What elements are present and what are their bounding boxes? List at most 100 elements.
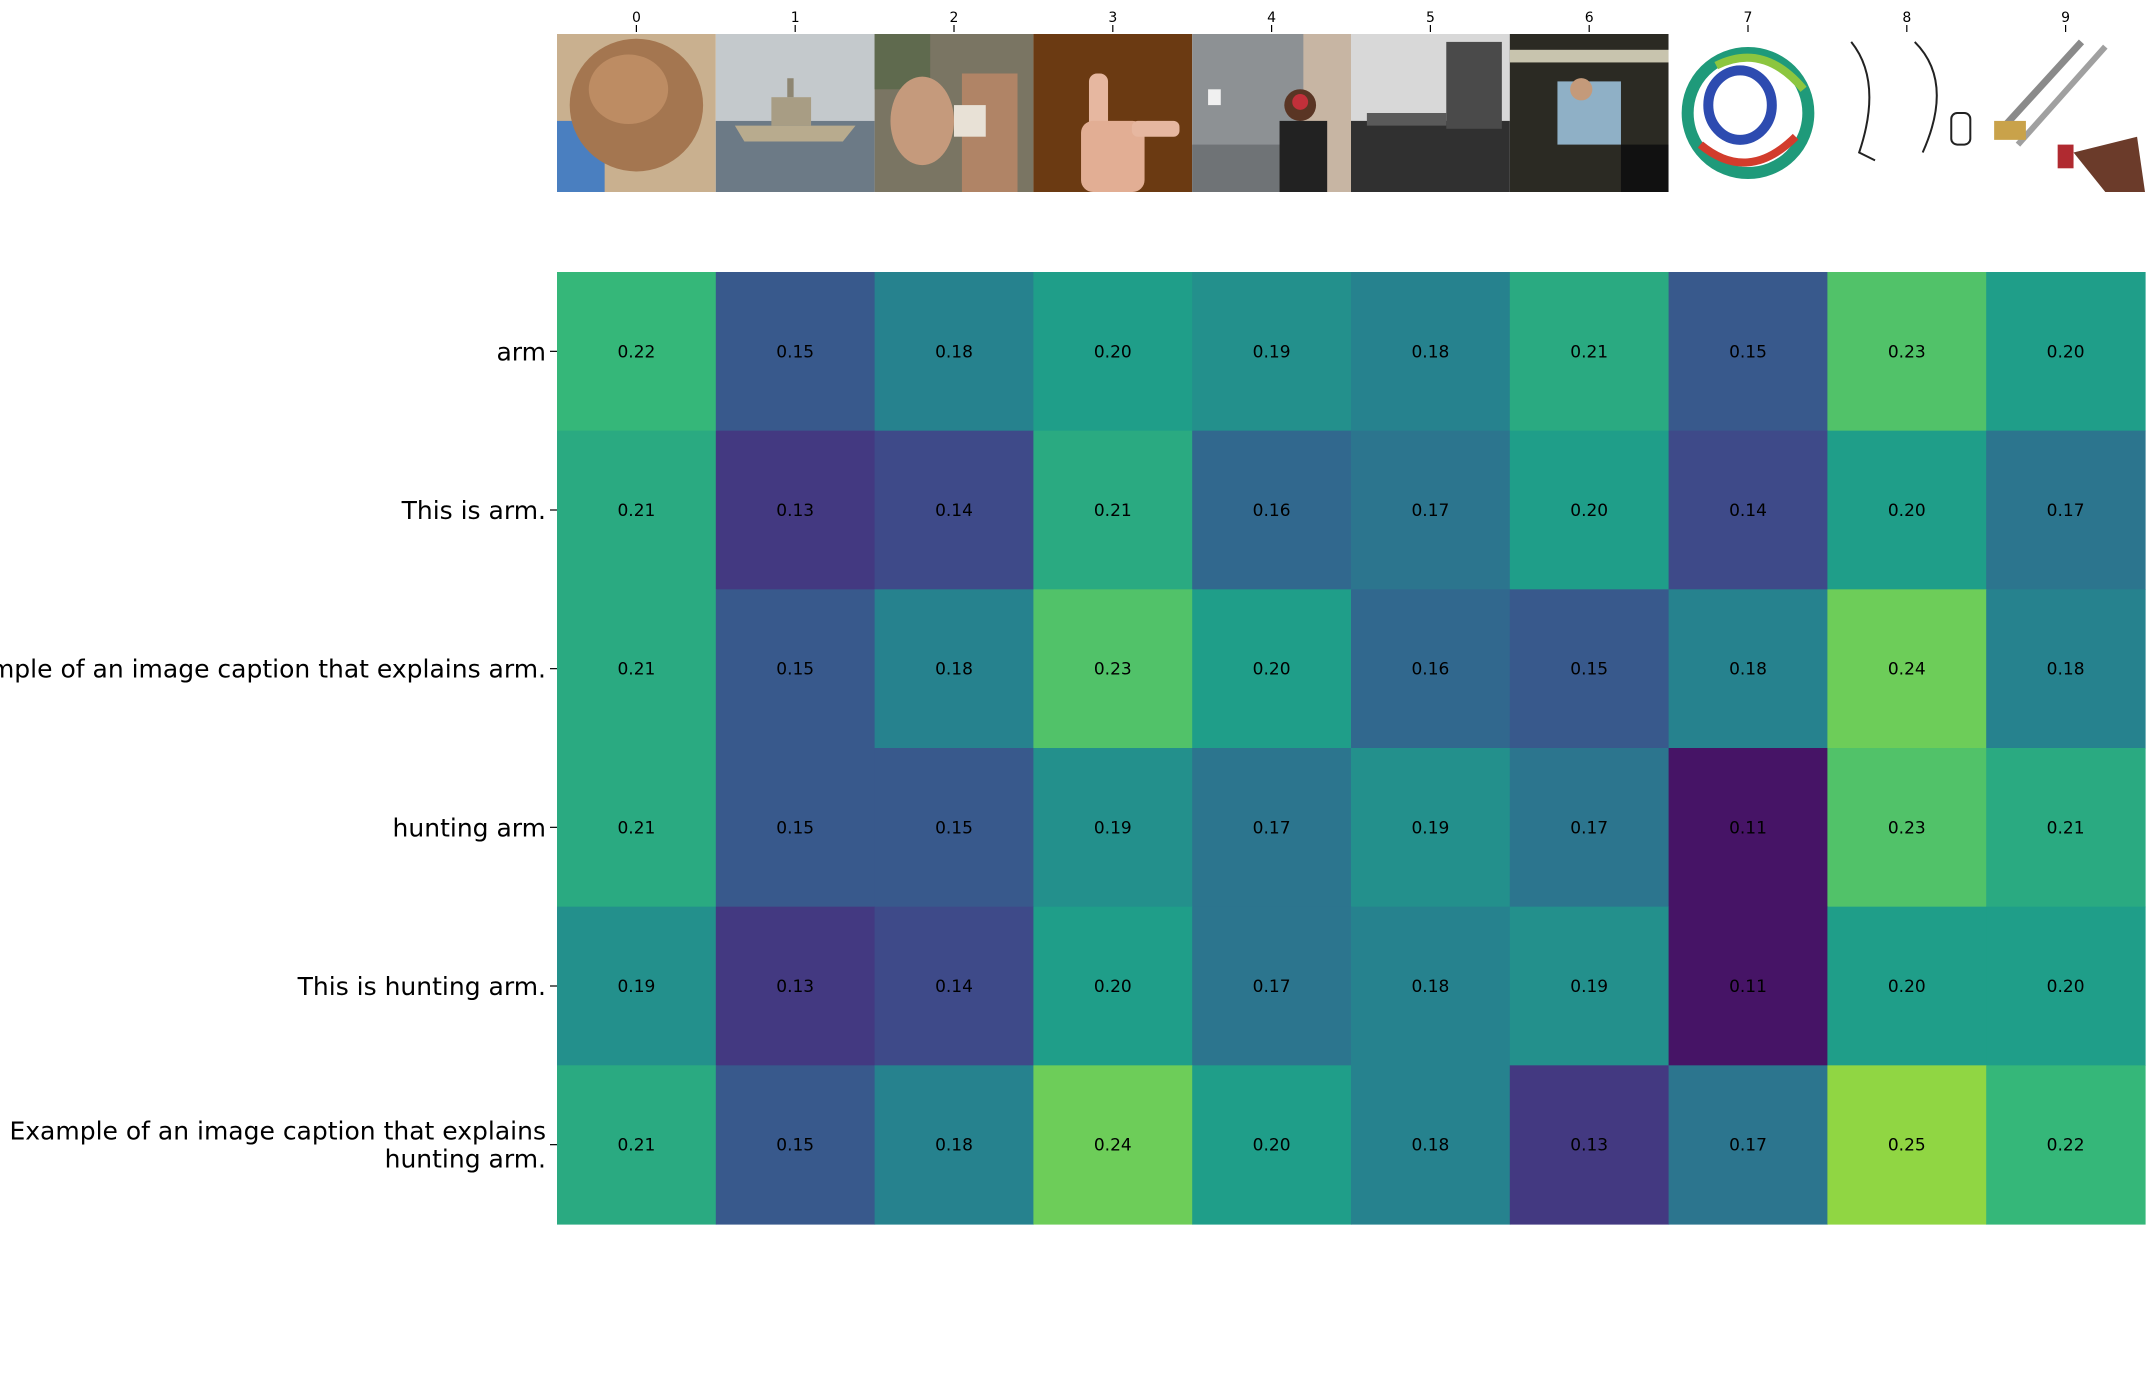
cell-value-label: 0.16 <box>1411 660 1449 680</box>
image-thumbnail: woman with ear protection shooting pisto… <box>1192 34 1351 192</box>
heatmap-cell <box>874 906 1034 1066</box>
cell-value-label: 0.22 <box>2047 1136 2085 1156</box>
cell-value-label: 0.15 <box>776 342 814 362</box>
heatmap-cell <box>1351 589 1511 749</box>
cell-value-label: 0.17 <box>1729 1136 1767 1156</box>
heatmap-cells: 0.22 0.15 0.18 0.20 0.19 0.18 0.21 0.15 0.23 0.20… <box>557 272 2146 1225</box>
image-thumbnail: soldier receiving injection in upper arm <box>874 34 1034 192</box>
cell-value-label: 0.19 <box>1411 818 1449 838</box>
heatmap-cell <box>1351 906 1511 1066</box>
heatmap-cell <box>1351 1065 1511 1225</box>
cell-value-label: 0.19 <box>1570 977 1608 997</box>
heatmap-cell <box>1192 748 1352 908</box>
y-tick-label: This is hunting arm. <box>297 972 546 1001</box>
cell-value-label: 0.18 <box>1411 1136 1449 1156</box>
heatmap-cell <box>1827 589 1987 749</box>
heatmap-cell <box>1668 1065 1828 1225</box>
heatmap-cell <box>1192 906 1352 1066</box>
cell-value-label: 0.23 <box>1888 818 1926 838</box>
heatmap-cell <box>1668 906 1828 1066</box>
cell-value-label: 0.18 <box>1411 977 1449 997</box>
image-thumbnail: bare shoulder/arm close-up <box>557 34 716 192</box>
x-tick-label: 1 <box>791 10 800 26</box>
heatmap-cell <box>557 1065 717 1225</box>
heatmap-cell <box>557 906 717 1066</box>
cell-value-label: 0.13 <box>776 977 814 997</box>
heatmap-cell <box>1033 1065 1193 1225</box>
cell-value-label: 0.21 <box>2047 818 2085 838</box>
heatmap-cell <box>557 272 717 432</box>
heatmap-cell <box>1668 430 1828 590</box>
cell-value-label: 0.23 <box>1888 342 1926 362</box>
image-thumbnail: black-and-white photo of submarine conni… <box>1351 34 1510 192</box>
heatmap-cell <box>1192 589 1352 749</box>
heatmap-cell <box>557 589 717 749</box>
cell-value-label: 0.14 <box>935 501 973 521</box>
cell-value-label: 0.20 <box>2047 342 2085 362</box>
heatmap-cell <box>715 748 876 908</box>
cell-value-label: 0.17 <box>1570 818 1608 838</box>
cell-value-label: 0.21 <box>617 501 655 521</box>
cell-value-label: 0.15 <box>776 660 814 680</box>
heatmap-cell <box>1986 272 2146 432</box>
cell-value-label: 0.19 <box>1253 342 1291 362</box>
cell-value-label: 0.20 <box>1888 501 1926 521</box>
heatmap-cell <box>715 430 876 590</box>
cell-value-label: 0.18 <box>1729 660 1767 680</box>
cell-value-label: 0.19 <box>1094 818 1132 838</box>
heatmap-cell <box>1509 906 1670 1066</box>
heatmap-cell <box>715 906 876 1066</box>
cell-value-label: 0.15 <box>1729 342 1767 362</box>
x-tick-label: 8 <box>1902 10 1911 26</box>
heatmap-cell <box>715 272 876 432</box>
y-axis-ticks: arm This is arm. Example of an image capti… <box>0 337 557 1174</box>
cell-value-label: 0.15 <box>776 818 814 838</box>
cell-value-label: 0.17 <box>2047 501 2085 521</box>
heatmap-cell <box>1509 430 1670 590</box>
y-tick-label: hunting arm <box>393 813 546 842</box>
heatmap-cell <box>1668 589 1828 749</box>
y-tick-label: This is arm. <box>401 496 546 525</box>
cell-value-label: 0.20 <box>1888 977 1926 997</box>
heatmap-cell <box>1351 272 1511 432</box>
heatmap-cell <box>1509 589 1670 749</box>
cell-value-label: 0.21 <box>617 818 655 838</box>
cell-value-label: 0.15 <box>1570 660 1608 680</box>
heatmap-cell <box>1033 272 1193 432</box>
heatmap-cell <box>1192 430 1352 590</box>
x-tick-label: 2 <box>950 10 959 26</box>
cell-value-label: 0.13 <box>1570 1136 1608 1156</box>
cell-value-label: 0.17 <box>1253 977 1291 997</box>
cell-value-label: 0.14 <box>935 977 973 997</box>
cell-value-label: 0.16 <box>1253 501 1291 521</box>
cell-value-label: 0.18 <box>1411 342 1449 362</box>
heatmap-cell <box>1192 272 1352 432</box>
cell-value-label: 0.25 <box>1888 1136 1926 1156</box>
heatmap-cell <box>874 1065 1034 1225</box>
cell-value-label: 0.20 <box>1094 977 1132 997</box>
cell-value-label: 0.21 <box>617 660 655 680</box>
heatmap-cell <box>1986 589 2146 749</box>
heatmap-cell <box>715 1065 876 1225</box>
x-axis-ticks: 0 1 2 3 4 5 6 7 8 9 <box>632 10 2070 32</box>
heatmap-cell <box>1827 430 1987 590</box>
heatmap-cell <box>874 430 1034 590</box>
heatmap-cell <box>1509 1065 1670 1225</box>
image-thumbnail-strip: bare shoulder/arm close-upgrey naval war… <box>557 34 2145 192</box>
heatmap-cell <box>1351 748 1511 908</box>
cell-value-label: 0.20 <box>2047 977 2085 997</box>
cell-value-label: 0.22 <box>617 342 655 362</box>
heatmap-cell <box>1986 906 2146 1066</box>
cell-value-label: 0.18 <box>2047 660 2085 680</box>
x-tick-label: 5 <box>1426 10 1435 26</box>
heatmap-cell <box>1509 748 1670 908</box>
cell-value-label: 0.18 <box>935 342 973 362</box>
cell-value-label: 0.18 <box>935 660 973 680</box>
cell-value-label: 0.23 <box>1094 660 1132 680</box>
x-tick-label: 9 <box>2061 10 2070 26</box>
x-tick-label: 7 <box>1744 10 1753 26</box>
image-thumbnail: grey naval warship at sea <box>715 34 875 192</box>
heatmap-cell <box>557 748 717 908</box>
heatmap-cell <box>874 748 1034 908</box>
